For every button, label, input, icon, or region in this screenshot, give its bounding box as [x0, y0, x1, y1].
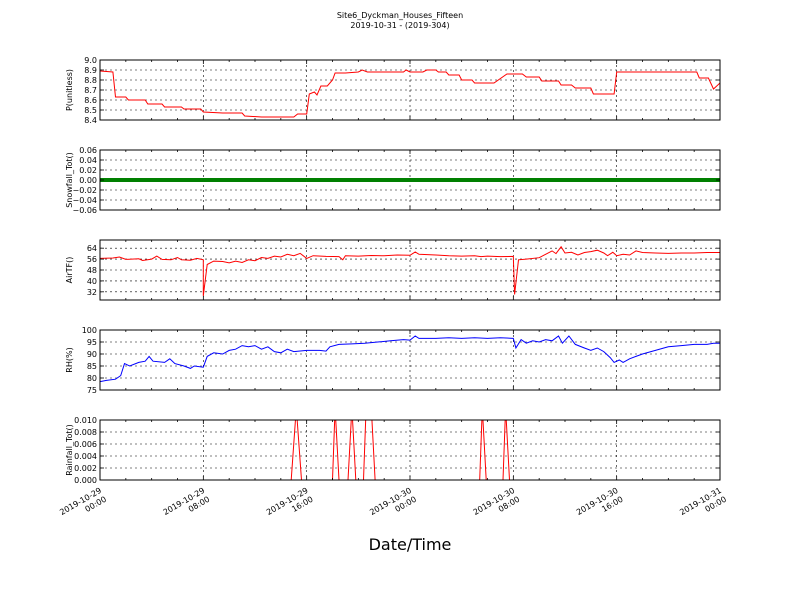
y-tick-label: 80	[87, 374, 97, 383]
y-tick-label: 8.7	[84, 86, 97, 95]
x-tick-label: 2019-10-2900:00	[58, 486, 108, 526]
y-tick-label: 56	[87, 255, 97, 264]
y-tick-label: 40	[87, 277, 97, 286]
y-tick-label: 0.004	[74, 452, 97, 461]
y-tick-label: 95	[87, 338, 97, 347]
x-tick-label: 2019-10-2916:00	[265, 486, 315, 526]
x-tick-label: 2019-10-3016:00	[575, 486, 625, 526]
y-tick-label: 9.0	[84, 56, 97, 65]
y-tick-label: 64	[87, 244, 97, 253]
y-axis-label: Snowfall_Tot()	[65, 152, 74, 208]
y-tick-label: −0.06	[72, 206, 97, 215]
x-tick-label: 2019-10-3008:00	[472, 486, 522, 526]
y-tick-label: 8.6	[84, 96, 97, 105]
panel-2: 32 40 48 56 64 AirTF()	[65, 239, 721, 301]
x-tick-label: 2019-10-3000:00	[368, 486, 418, 526]
y-tick-label: 100	[82, 326, 97, 335]
y-tick-label: 32	[87, 288, 97, 297]
chart-subtitle: 2019-10-31 - (2019-304)	[350, 21, 449, 30]
y-tick-label: 90	[87, 350, 97, 359]
y-tick-label: 0.04	[79, 156, 97, 165]
y-tick-label: 0.000	[74, 476, 97, 485]
panels: 8.48.58.68.78.88.99.0P(unitless)−0.06−0.…	[65, 56, 721, 485]
panel-4: 0.000 0.002 0.004 0.006 0.008 0.010Rainfall_T…	[65, 416, 721, 485]
y-tick-label: 75	[87, 386, 97, 395]
x-tick-label: 2019-10-2908:00	[162, 486, 212, 526]
y-tick-label: 8.4	[84, 116, 97, 125]
y-tick-label: 48	[87, 266, 97, 275]
y-axis-label: Rainfall_Tot()	[65, 424, 74, 476]
series-line	[100, 69, 720, 118]
series-line	[100, 335, 720, 383]
y-tick-label: −0.04	[72, 196, 97, 205]
y-axis-label: RH(%)	[65, 347, 74, 372]
x-tick-label: 2019-10-3100:00	[678, 486, 728, 526]
chart-title: Site6_Dyckman_Houses_Fifteen	[337, 11, 463, 20]
y-axis-label: AirTF()	[65, 257, 74, 284]
y-tick-label: 0.00	[79, 176, 97, 185]
y-tick-label: −0.02	[72, 186, 97, 195]
y-tick-label: 0.06	[79, 146, 97, 155]
y-tick-label: 8.9	[84, 66, 97, 75]
panel-1: −0.06−0.04−0.020.000.020.040.06 Snowfall_…	[65, 146, 721, 215]
y-tick-label: 0.002	[74, 464, 97, 473]
y-tick-label: 0.006	[74, 440, 97, 449]
panel-3: 75 80 85 90 95 100 RH(%)	[65, 326, 721, 395]
y-tick-label: 8.8	[84, 76, 97, 85]
y-tick-label: 0.02	[79, 166, 97, 175]
x-tick-labels: 2019-10-2900:00 2019-10-2908:00 2019-10-29…	[58, 486, 728, 526]
y-tick-label: 85	[87, 362, 97, 371]
y-axis-label: P(unitless)	[65, 69, 74, 111]
y-tick-label: 0.008	[74, 428, 97, 437]
panel-0: 8.48.58.68.78.88.99.0 P(unitless)	[65, 56, 721, 125]
y-tick-label: 8.5	[84, 106, 97, 115]
x-axis-label: Date/Time	[369, 535, 452, 554]
y-tick-label: 0.010	[74, 416, 97, 425]
series-line	[100, 245, 720, 296]
